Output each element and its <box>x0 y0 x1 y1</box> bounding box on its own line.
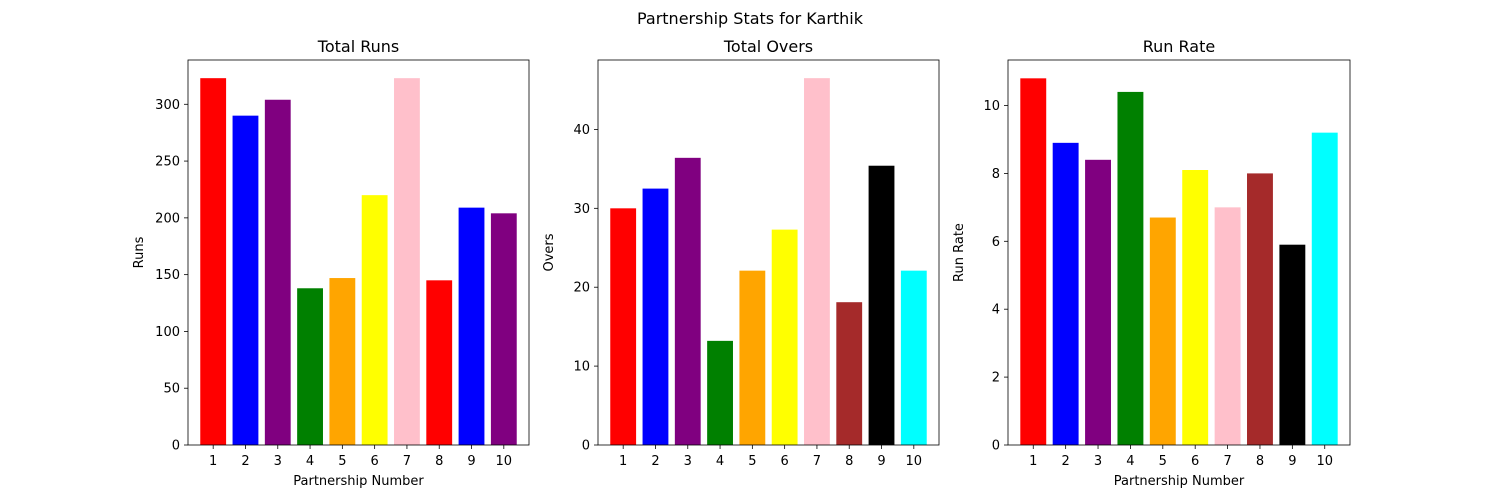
x-tick-label: 4 <box>306 454 314 469</box>
chart-total-overs: 1 2 3 4 5 6 7 8 9 10 0 10 20 30 40 Total Overs Overs <box>542 37 940 469</box>
x-tick-label: 2 <box>651 454 659 469</box>
x-tick-label: 8 <box>845 454 853 469</box>
axes-frame <box>1007 59 1351 446</box>
y-tick-label: 2 <box>992 371 1000 386</box>
bar-6 <box>361 195 388 445</box>
x-tick-label: 1 <box>619 454 627 469</box>
x-tick-label: 10 <box>906 454 923 469</box>
bar-5 <box>739 270 766 445</box>
chart-title: Total Runs <box>317 37 399 56</box>
bar-2 <box>232 115 259 446</box>
y-tick-label: 0 <box>992 439 1000 454</box>
x-tick-label: 4 <box>716 454 724 469</box>
x-tick-label: 5 <box>748 454 756 469</box>
y-axis-label: Overs <box>542 233 557 271</box>
bar-3 <box>1085 159 1111 445</box>
bar-9 <box>1279 244 1306 445</box>
x-tick-label: 8 <box>1256 454 1264 469</box>
y-tick-label: 0 <box>172 439 180 454</box>
x-tick-label: 9 <box>1288 454 1296 469</box>
y-tick-label: 100 <box>155 325 180 340</box>
y-tick-label: 4 <box>992 303 1000 318</box>
x-tick-label: 1 <box>209 454 217 469</box>
x-tick-label: 6 <box>371 454 379 469</box>
y-tick-label: 30 <box>573 202 590 217</box>
bar-4 <box>707 340 733 445</box>
bar-10 <box>900 270 927 445</box>
bar-1 <box>200 78 227 446</box>
x-tick-label: 7 <box>813 454 821 469</box>
x-axis-label: Partnership Number <box>293 474 424 489</box>
chart-title: Run Rate <box>1143 37 1215 56</box>
x-tick-label: 9 <box>467 454 475 469</box>
figure-suptitle: Partnership Stats for Karthik <box>637 9 864 28</box>
bar-3 <box>674 157 701 445</box>
bar-1 <box>1020 78 1047 445</box>
x-tick-label: 10 <box>496 454 513 469</box>
bar-1 <box>610 208 637 445</box>
axes-frame <box>187 59 530 446</box>
chart-title: Total Overs <box>723 37 813 56</box>
y-tick-label: 8 <box>992 167 1000 182</box>
y-tick-label: 300 <box>155 98 180 113</box>
y-tick-label: 250 <box>155 155 180 170</box>
x-tick-label: 10 <box>1316 454 1333 469</box>
bar-2 <box>642 188 669 445</box>
bar-7 <box>804 78 830 446</box>
x-axis-label: Partnership Number <box>1114 474 1245 489</box>
bar-2 <box>1052 142 1079 445</box>
y-tick-label: 200 <box>155 211 180 226</box>
x-tick-label: 5 <box>338 454 346 469</box>
x-tick-label: 4 <box>1126 454 1134 469</box>
bar-7 <box>1214 207 1241 445</box>
y-axis-label: Run Rate <box>952 223 967 282</box>
bar-6 <box>771 229 798 445</box>
x-tick-label: 1 <box>1029 454 1037 469</box>
x-tick-label: 6 <box>781 454 789 469</box>
bar-5 <box>329 278 356 445</box>
x-tick-label: 7 <box>1223 454 1231 469</box>
bar-8 <box>1247 173 1273 445</box>
x-tick-label: 5 <box>1159 454 1167 469</box>
y-tick-label: 10 <box>573 360 590 375</box>
x-tick-label: 9 <box>877 454 885 469</box>
x-tick-label: 6 <box>1191 454 1199 469</box>
y-tick-label: 0 <box>582 439 590 454</box>
bar-9 <box>458 207 485 445</box>
x-tick-label: 2 <box>241 454 249 469</box>
bar-4 <box>1117 91 1144 445</box>
y-tick-label: 50 <box>163 382 180 397</box>
x-tick-label: 7 <box>403 454 411 469</box>
bar-8 <box>426 280 453 445</box>
bar-10 <box>490 213 517 445</box>
x-tick-label: 3 <box>274 454 282 469</box>
bar-6 <box>1182 170 1209 445</box>
y-tick-label: 40 <box>573 123 590 138</box>
x-tick-label: 3 <box>1094 454 1102 469</box>
bar-3 <box>264 99 291 445</box>
y-axis-label: Runs <box>132 236 147 268</box>
x-tick-label: 3 <box>684 454 692 469</box>
x-tick-label: 2 <box>1062 454 1070 469</box>
chart-run-rate: 1 2 3 4 5 6 7 8 9 10 0 2 4 6 8 10 Run Rate Partnership Nu… <box>952 37 1351 489</box>
bar-4 <box>297 288 323 445</box>
bar-8 <box>836 302 863 445</box>
y-tick-label: 20 <box>573 281 590 296</box>
y-tick-label: 150 <box>155 268 180 283</box>
y-tick-label: 6 <box>992 235 1000 250</box>
axes-frame <box>597 59 940 446</box>
bar-10 <box>1311 132 1338 445</box>
bar-5 <box>1149 217 1176 445</box>
bar-9 <box>868 165 895 445</box>
bar-7 <box>394 78 420 446</box>
y-tick-label: 10 <box>983 99 1000 114</box>
x-tick-label: 8 <box>435 454 443 469</box>
